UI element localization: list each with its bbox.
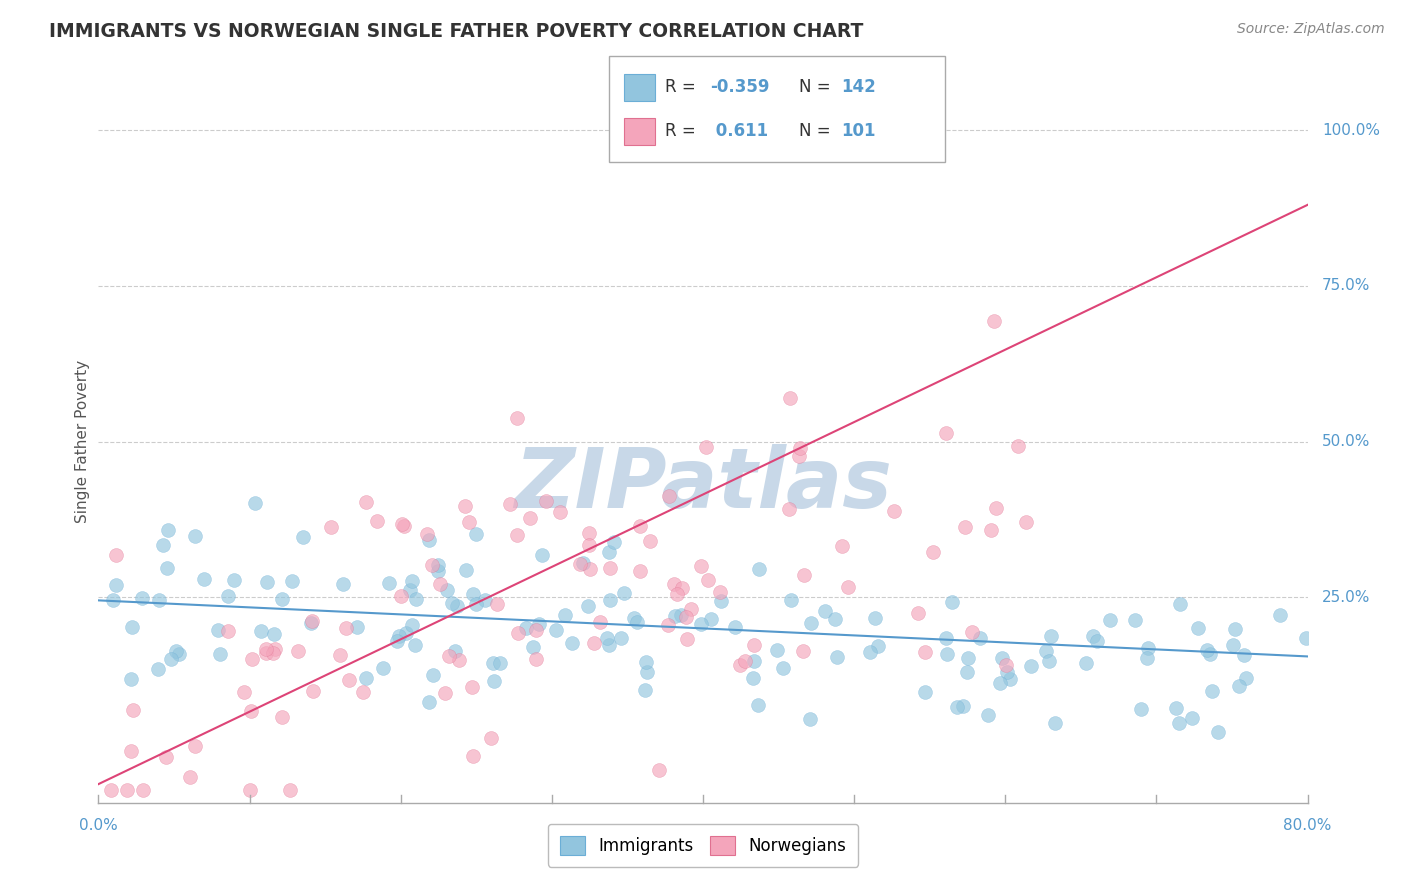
Legend: Immigrants, Norwegians: Immigrants, Norwegians bbox=[548, 824, 858, 867]
Text: IMMIGRANTS VS NORWEGIAN SINGLE FATHER POVERTY CORRELATION CHART: IMMIGRANTS VS NORWEGIAN SINGLE FATHER PO… bbox=[49, 22, 863, 41]
Text: N =: N = bbox=[799, 78, 830, 96]
Text: 25.0%: 25.0% bbox=[1322, 590, 1371, 605]
Text: 0.0%: 0.0% bbox=[79, 818, 118, 833]
Text: R =: R = bbox=[665, 122, 696, 140]
Text: -0.359: -0.359 bbox=[710, 78, 769, 96]
Y-axis label: Single Father Poverty: Single Father Poverty bbox=[75, 360, 90, 523]
Text: Source: ZipAtlas.com: Source: ZipAtlas.com bbox=[1237, 22, 1385, 37]
Text: 142: 142 bbox=[841, 78, 876, 96]
Text: N =: N = bbox=[799, 122, 830, 140]
Text: R =: R = bbox=[665, 78, 696, 96]
Text: 101: 101 bbox=[841, 122, 876, 140]
Text: 0.611: 0.611 bbox=[710, 122, 768, 140]
Text: 80.0%: 80.0% bbox=[1284, 818, 1331, 833]
Text: 100.0%: 100.0% bbox=[1322, 122, 1381, 137]
Text: 50.0%: 50.0% bbox=[1322, 434, 1371, 449]
Text: ZIPatlas: ZIPatlas bbox=[515, 444, 891, 525]
Text: 75.0%: 75.0% bbox=[1322, 278, 1371, 293]
